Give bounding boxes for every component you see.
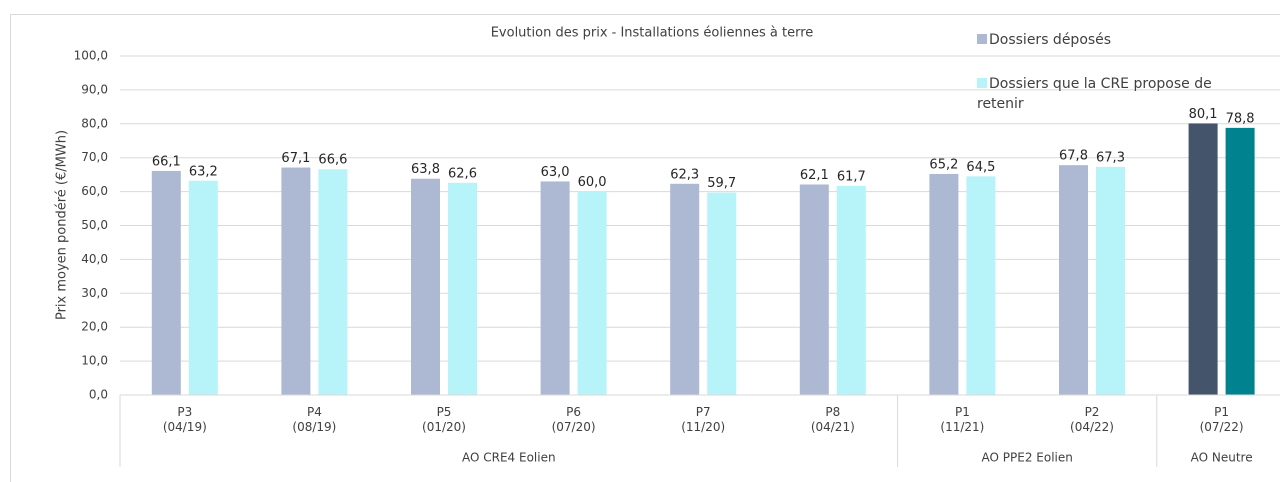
data-label: 66,1 [152, 154, 181, 169]
bar [929, 173, 959, 395]
x-tick-label: P1 (11/21) [940, 405, 984, 434]
bar [1188, 123, 1218, 395]
data-label: 64,5 [966, 160, 995, 175]
y-tick-label: 70,0 [81, 150, 108, 164]
bar [577, 191, 607, 395]
y-tick-label: 100,0 [74, 49, 108, 63]
data-label: 62,6 [448, 166, 477, 181]
data-label: 60,0 [578, 175, 607, 190]
bar [966, 176, 996, 395]
data-label: 66,6 [318, 153, 347, 168]
y-tick-label: 30,0 [81, 286, 108, 300]
data-label: 65,2 [929, 157, 958, 172]
group-label: AO CRE4 Eolien [462, 451, 556, 465]
legend-text: Dossiers déposés [989, 32, 1112, 48]
bar [540, 181, 570, 395]
y-tick-label: 90,0 [81, 82, 108, 96]
bar [1096, 166, 1125, 395]
x-tick-label: P1 (07/22) [1200, 405, 1244, 434]
y-tick-label: 20,0 [81, 320, 108, 334]
bar [281, 167, 311, 395]
bar [318, 169, 348, 395]
data-label: 63,8 [411, 162, 440, 177]
data-label: 63,0 [541, 165, 570, 180]
y-tick-label: 50,0 [81, 218, 108, 232]
bar [448, 182, 477, 395]
x-tick-label: P3 (04/19) [163, 405, 207, 434]
data-label: 61,7 [837, 169, 866, 184]
data-label: 62,3 [670, 167, 699, 182]
group-label: AO Neutre [1191, 451, 1253, 465]
y-axis-label: Prix moyen pondéré (€/MWh) [55, 130, 70, 320]
x-tick-label: P6 (07/20) [552, 405, 596, 434]
data-label: 63,2 [189, 164, 218, 179]
legend-swatch [977, 34, 987, 44]
data-label: 59,7 [707, 176, 736, 191]
y-tick-label: 40,0 [81, 252, 108, 266]
data-label: 78,8 [1226, 111, 1255, 126]
y-tick-label: 0,0 [89, 388, 108, 402]
bar [1059, 165, 1088, 395]
legend-item: Dossiers déposés [977, 30, 1242, 50]
data-label: 62,1 [800, 168, 829, 183]
bar [836, 185, 866, 395]
bar [1225, 127, 1255, 396]
y-tick-label: 10,0 [81, 354, 108, 368]
x-tick-label: P4 (08/19) [292, 405, 336, 434]
bar [188, 180, 218, 395]
group-label: AO PPE2 Eolien [982, 451, 1073, 465]
x-tick-label: P8 (04/21) [811, 405, 855, 434]
bar [151, 170, 181, 395]
bar [411, 178, 440, 395]
legend-text: Dossiers que la CRE propose de retenir [977, 76, 1212, 112]
legend-swatch [977, 78, 987, 88]
x-tick-label: P7 (11/20) [681, 405, 725, 434]
data-label: 80,1 [1189, 107, 1218, 122]
x-tick-label: P2 (04/22) [1070, 405, 1114, 434]
y-tick-label: 60,0 [81, 184, 108, 198]
bar [670, 183, 700, 395]
x-tick-label: P5 (01/20) [422, 405, 466, 434]
data-label: 67,8 [1059, 149, 1088, 164]
bar [799, 184, 829, 395]
y-tick-label: 80,0 [81, 116, 108, 130]
chart-title: Evolution des prix - Installations éolie… [491, 26, 814, 41]
bar [707, 192, 737, 395]
chart-frame [10, 14, 1280, 482]
data-label: 67,1 [281, 151, 310, 166]
legend-item: Dossiers que la CRE propose de retenir [977, 74, 1242, 114]
data-label: 67,3 [1096, 150, 1125, 165]
